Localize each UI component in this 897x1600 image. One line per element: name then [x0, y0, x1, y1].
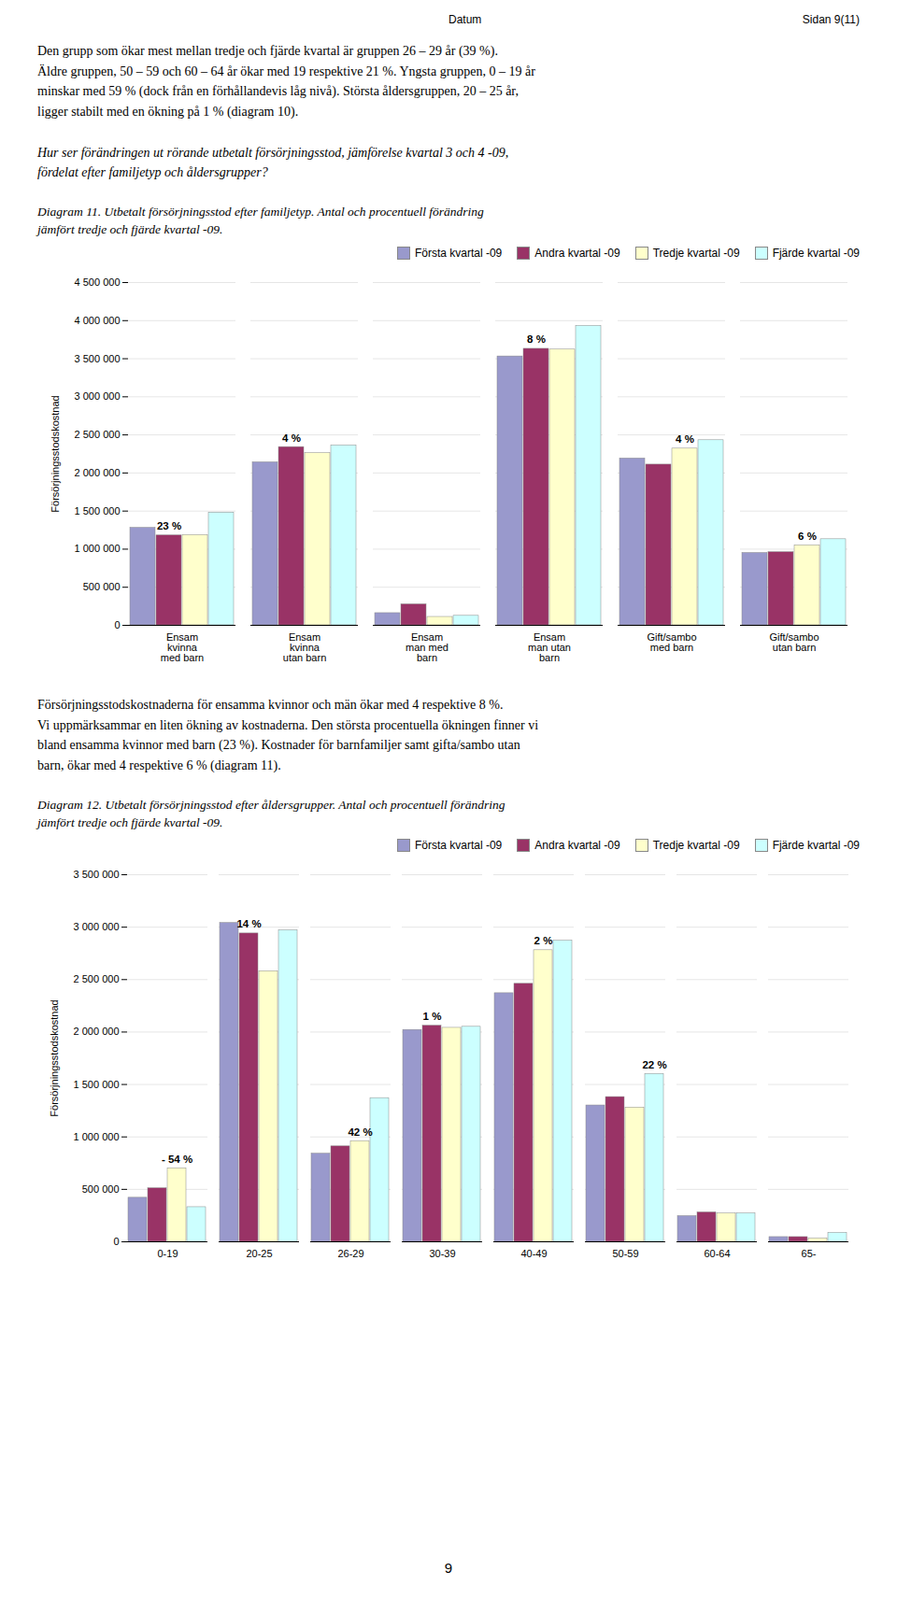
html-text:Första kvartal -09: Första kvartal -09: [414, 839, 503, 853]
html-text:Försörjningsstodskostnaderna f: Försörjningsstodskostnaderna för ensamma…: [37, 697, 539, 773]
svg-text:4 %: 4 %: [675, 433, 695, 445]
svg-text:20-25: 20-25: [245, 1249, 272, 1261]
svg-text:22 %: 22 %: [641, 1059, 667, 1071]
html-text:Diagram 12. Utbetalt försörjni: Diagram 12. Utbetalt försörjningsstod ef…: [37, 797, 506, 830]
svg-text:1 000 000: 1 000 000: [74, 542, 121, 555]
svg-text:Gift/samboutan barn: Gift/samboutan barn: [768, 631, 819, 654]
html-text:Fjärde kvartal -09: Fjärde kvartal -09: [772, 246, 860, 260]
svg-text:Ensamkvinnamed barn: Ensamkvinnamed barn: [160, 631, 204, 664]
svg-text:1 000 000: 1 000 000: [73, 1131, 120, 1143]
html-text:Tredje kvartal -09: Tredje kvartal -09: [652, 839, 740, 853]
svg-text:3 000 000: 3 000 000: [73, 922, 120, 934]
svg-text:500 000: 500 000: [82, 1183, 120, 1196]
svg-text:Ensamkvinnautan barn: Ensamkvinnautan barn: [283, 631, 327, 664]
svg-text:0-19: 0-19: [156, 1249, 178, 1261]
html-text:Sidan 9(11): Sidan 9(11): [802, 13, 860, 27]
svg-text:0: 0: [113, 1236, 119, 1248]
svg-text:Ensamman utanbarn: Ensamman utanbarn: [527, 631, 571, 664]
svg-text:Försörjningsstodskostnad: Försörjningsstodskostnad: [48, 1000, 60, 1118]
svg-text:65-: 65-: [801, 1249, 817, 1261]
svg-text:3 500 000: 3 500 000: [73, 868, 120, 881]
svg-text:30-39: 30-39: [428, 1249, 456, 1261]
svg-text:4 000 000: 4 000 000: [74, 314, 121, 327]
html-text:9: 9: [444, 1560, 453, 1577]
svg-text:1 500 000: 1 500 000: [74, 505, 121, 517]
html-text:Andra kvartal -09: Andra kvartal -09: [534, 246, 621, 260]
svg-text:2 000 000: 2 000 000: [73, 1026, 120, 1039]
svg-text:2 500 000: 2 500 000: [74, 428, 121, 441]
svg-text:4 500 000: 4 500 000: [74, 276, 121, 288]
html-text:Den grupp som ökar mest mellan: Den grupp som ökar mest mellan tredje oc…: [37, 43, 536, 119]
svg-text:500 000: 500 000: [83, 581, 121, 593]
html-text:Tredje kvartal -09: Tredje kvartal -09: [652, 246, 740, 260]
svg-text:8 %: 8 %: [526, 333, 546, 345]
html-text:Datum: Datum: [448, 13, 482, 27]
svg-text:14 %: 14 %: [236, 919, 261, 931]
svg-text:26-29: 26-29: [337, 1249, 364, 1261]
svg-text:0: 0: [113, 619, 120, 631]
svg-text:4 %: 4 %: [282, 432, 301, 444]
svg-text:60-64: 60-64: [703, 1249, 730, 1261]
svg-text:3 000 000: 3 000 000: [74, 390, 121, 402]
svg-text:50-59: 50-59: [612, 1249, 639, 1261]
svg-text:Gift/sambomed barn: Gift/sambomed barn: [646, 631, 697, 654]
html-text:Fjärde kvartal -09: Fjärde kvartal -09: [772, 839, 860, 853]
svg-text:40-49: 40-49: [520, 1249, 547, 1261]
html-text:Diagram 11. Utbetalt försörjni: Diagram 11. Utbetalt försörjningsstod ef…: [37, 204, 484, 237]
svg-text:Försörjningsstodskostnad: Försörjningsstodskostnad: [49, 395, 61, 513]
html-text:Första kvartal -09: Första kvartal -09: [414, 246, 503, 260]
html-text:Hur ser förändringen ut rörand: Hur ser förändringen ut rörande utbetalt…: [37, 145, 509, 180]
svg-text:2 000 000: 2 000 000: [74, 467, 121, 479]
svg-text:2 %: 2 %: [534, 936, 554, 948]
html-text:Andra kvartal -09: Andra kvartal -09: [534, 839, 621, 853]
svg-text:3 500 000: 3 500 000: [74, 352, 121, 364]
svg-text:1 500 000: 1 500 000: [73, 1079, 120, 1091]
svg-text:6 %: 6 %: [797, 530, 817, 542]
svg-text:1 %: 1 %: [423, 1011, 442, 1024]
svg-text:2 500 000: 2 500 000: [73, 974, 120, 986]
svg-text:- 54 %: - 54 %: [161, 1153, 193, 1166]
svg-text:23 %: 23 %: [156, 520, 182, 532]
svg-text:Ensamman medbarn: Ensamman medbarn: [405, 631, 449, 664]
svg-text:42 %: 42 %: [347, 1126, 372, 1139]
